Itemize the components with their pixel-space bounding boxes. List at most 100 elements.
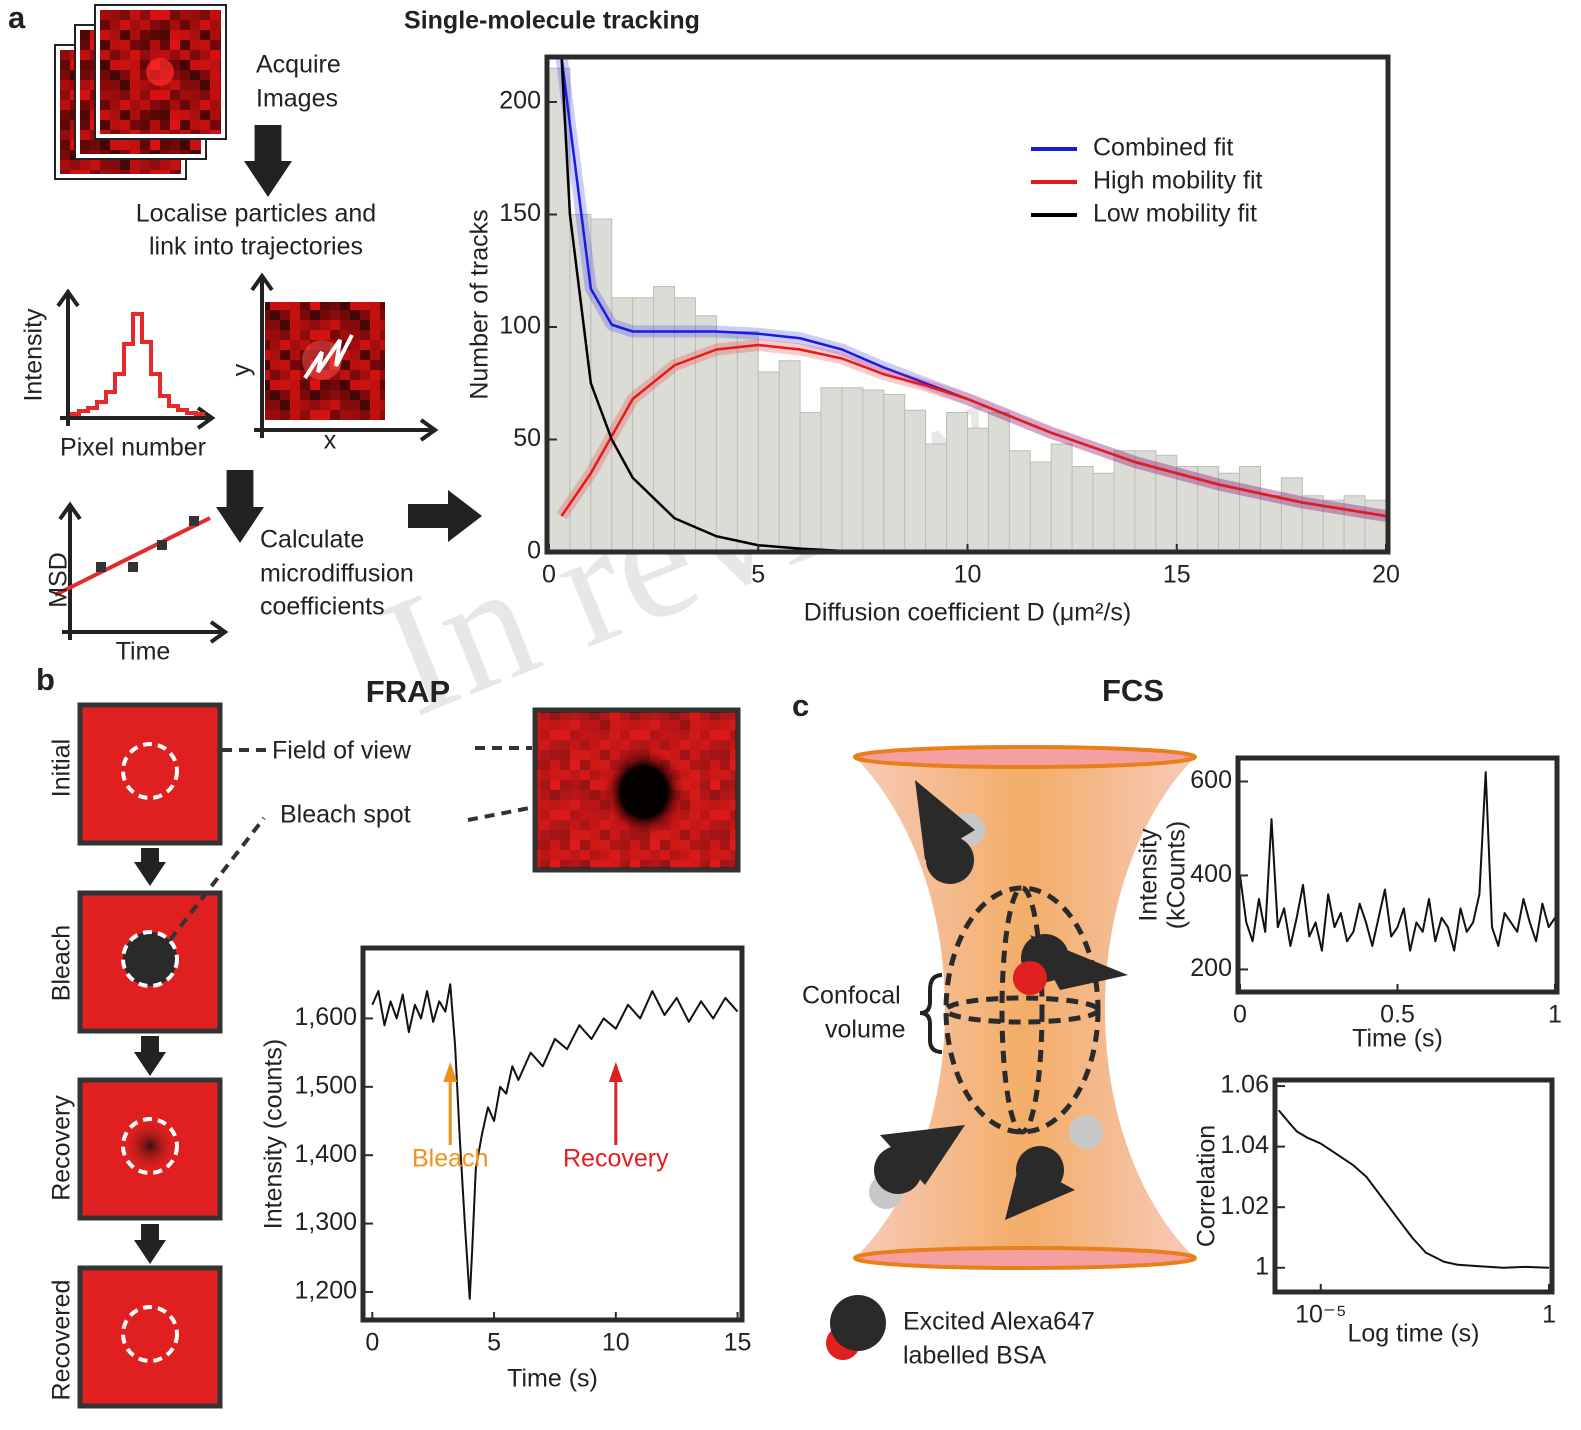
callout: Confocal [802, 982, 901, 1010]
msd-fit [55, 518, 210, 595]
y-tick-label: 1,300 [294, 1208, 357, 1236]
x-tick-label: 1 [1542, 1301, 1556, 1329]
axis-label: Time [116, 638, 171, 666]
histogram-bar [884, 395, 905, 553]
plot-area [549, 57, 1386, 552]
plot-area [372, 984, 737, 1299]
msd-point [157, 540, 167, 550]
y-tick-label: 50 [513, 424, 541, 452]
y-tick-label: 1.04 [1220, 1131, 1269, 1159]
histogram-bar [968, 428, 989, 552]
particle [874, 1146, 922, 1194]
histogram-bar [905, 410, 926, 552]
y-axis-label: (kCounts) [1163, 821, 1191, 929]
y-tick-label: 1,500 [294, 1071, 357, 1099]
y-tick-label: 1.06 [1220, 1071, 1269, 1099]
step-text: Images [256, 85, 338, 113]
y-axis-label: Number of tracks [466, 209, 494, 399]
flow-arrow [134, 1224, 166, 1264]
histogram-bar [842, 388, 863, 552]
histogram-bar [1009, 451, 1030, 552]
y-axis-label: Correlation [1193, 1125, 1221, 1247]
stage-label: Bleach [48, 925, 76, 1001]
histogram-bar [1030, 462, 1051, 552]
histogram-bar [1281, 478, 1302, 552]
legend-particle [830, 1295, 886, 1351]
histogram-bar [737, 332, 758, 553]
histogram-bar [1051, 444, 1072, 552]
msd-point [189, 516, 199, 526]
x-tick-label: 5 [751, 561, 765, 589]
particle [926, 836, 974, 884]
spot [146, 58, 174, 86]
x-tick-label: 20 [1372, 561, 1400, 589]
stage-label: Initial [48, 739, 76, 797]
y-tick-label: 200 [1190, 954, 1232, 982]
x-tick-label: 0 [542, 561, 556, 589]
histogram-bar [758, 372, 779, 552]
y-tick-label: 1,400 [294, 1140, 357, 1168]
step-text: Calculate [260, 526, 364, 554]
histogram-bar [821, 388, 842, 552]
histogram-bar [926, 444, 947, 552]
flow-arrow [244, 125, 292, 197]
msd-point [128, 562, 138, 572]
annotation-arrowhead [609, 1062, 623, 1082]
y-tick-label: 1.02 [1220, 1192, 1269, 1220]
x-tick-label: 10⁻⁵ [1295, 1301, 1346, 1329]
x-tick-label: 15 [1163, 561, 1191, 589]
x-axis-label: Time (s) [1352, 1025, 1443, 1053]
axis-label: Intensity [20, 308, 48, 402]
y-tick-label: 600 [1190, 766, 1232, 794]
panel-letter: a [8, 0, 26, 35]
beam-waist [855, 1248, 1195, 1268]
step-text: coefficients [260, 593, 385, 621]
x-tick-label: 5 [487, 1329, 501, 1357]
step-text: microdiffusion [260, 560, 414, 588]
stage-label: Recovered [48, 1280, 76, 1401]
histogram-bar [1093, 473, 1114, 552]
plot-area [1279, 1110, 1549, 1267]
plot-frame [1275, 1080, 1552, 1292]
x-axis-label: Time (s) [507, 1365, 598, 1393]
y-tick-label: 1,600 [294, 1003, 357, 1031]
plot-frame [363, 948, 742, 1320]
callout: volume [825, 1016, 906, 1044]
step-text: Acquire [256, 51, 341, 79]
plot-frame [1238, 758, 1557, 992]
frap-frame [80, 1268, 220, 1406]
y-tick-label: 100 [499, 312, 541, 340]
x-axis-label: Diffusion coefficient D (μm²/s) [804, 599, 1131, 627]
histogram-bar [1240, 467, 1261, 553]
bleach-blob [602, 746, 686, 838]
histogram-bar [947, 413, 968, 553]
brace [920, 975, 942, 1052]
y-tick-label: 150 [499, 199, 541, 227]
histogram-bar [1260, 496, 1281, 552]
legend-label: Low mobility fit [1093, 200, 1257, 228]
histogram-bar [779, 361, 800, 552]
stage-label: Recovery [48, 1095, 76, 1201]
histogram-bar [1072, 467, 1093, 553]
x-axis-label: Log time (s) [1348, 1320, 1480, 1348]
axis-label: y [228, 363, 256, 376]
y-tick-label: 400 [1190, 860, 1232, 888]
y-tick-label: 1,200 [294, 1277, 357, 1305]
plot-area [1240, 772, 1555, 951]
histogram-bar [863, 390, 884, 552]
flow-arrow [134, 848, 166, 886]
histogram-bar [716, 332, 737, 553]
panel-letter: c [792, 688, 809, 723]
beam-waist [855, 747, 1195, 767]
x-tick-label: 10 [602, 1329, 630, 1357]
legend-text: labelled BSA [903, 1342, 1046, 1370]
y-tick-label: 200 [499, 87, 541, 115]
axis-label: Pixel number [60, 434, 206, 462]
y-axis-label: Intensity (counts) [260, 1039, 288, 1229]
legend-label: Combined fit [1093, 134, 1233, 162]
series-line [1240, 772, 1555, 951]
y-axis-label: Intensity [1135, 828, 1163, 922]
annotation: Recovery [563, 1145, 669, 1173]
particle-label [1013, 961, 1047, 995]
axis-label: x [324, 427, 337, 455]
